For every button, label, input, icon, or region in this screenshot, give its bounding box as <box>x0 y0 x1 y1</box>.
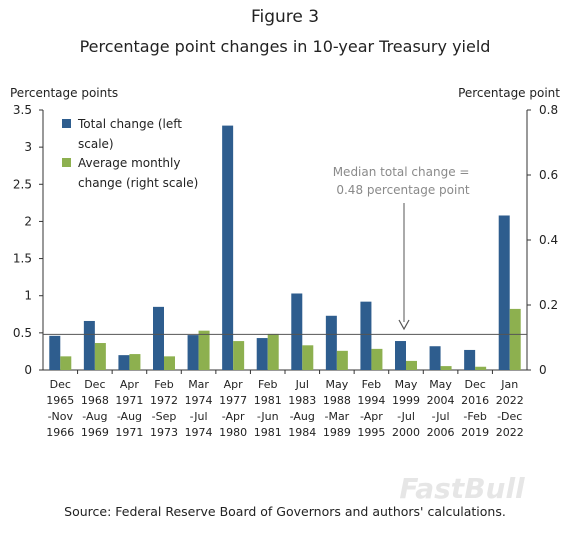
legend-swatch-average-monthly-change <box>62 158 71 167</box>
right-tick-label: 0.8 <box>539 103 558 117</box>
category-label: Apr 1977 -Apr 1980 <box>219 378 247 439</box>
figure-label: Figure 3 <box>251 7 319 27</box>
bar-average-monthly-change <box>406 360 417 370</box>
left-tick-label: 2 <box>24 214 32 228</box>
annotation: Median total change = 0.48 percentage po… <box>333 165 474 331</box>
median-annotation: Median total change = 0.48 percentage po… <box>333 165 474 197</box>
source-note: Source: Federal Reserve Board of Governo… <box>64 504 506 519</box>
bar-average-monthly-change <box>302 345 314 370</box>
category-label: Feb 1981 -Jun 1981 <box>254 378 282 439</box>
bar-total-change <box>222 125 234 370</box>
bar-total-change <box>325 315 337 370</box>
bar-total-change <box>187 335 199 370</box>
category-label: May 1988 -Mar 1989 <box>323 378 351 439</box>
bar-total-change <box>83 320 95 370</box>
bar-average-monthly-change <box>129 354 141 370</box>
legend: Total change (left scale) Average monthl… <box>62 117 198 190</box>
bar-average-monthly-change <box>267 333 279 370</box>
bar-average-monthly-change <box>60 356 72 370</box>
bar-average-monthly-change <box>475 366 487 370</box>
bar-total-change <box>118 355 130 370</box>
right-tick-label: 0 <box>539 363 547 377</box>
bar-average-monthly-change <box>371 348 383 370</box>
category-label: Dec 1965 -Nov 1966 <box>46 378 74 439</box>
bar-total-change <box>498 215 510 370</box>
category-label: Jul 1983 -Aug 1984 <box>288 378 316 439</box>
bars-layer <box>49 125 521 370</box>
left-axis-label: Percentage points <box>10 86 118 100</box>
right-axis-label: Percentage point <box>458 86 560 100</box>
bar-average-monthly-change <box>509 308 521 370</box>
category-label: May 2004 -Jul 2006 <box>427 378 455 439</box>
bar-total-change <box>395 341 406 370</box>
legend-label-average-monthly-change: Average monthly change (right scale) <box>78 156 198 190</box>
chart-title: Percentage point changes in 10-year Trea… <box>80 37 491 56</box>
left-tick-label: 1.5 <box>13 252 32 266</box>
category-label: Feb 1972 -Sep 1973 <box>150 378 178 439</box>
legend-label-total-change: Total change (left scale) <box>77 117 186 151</box>
bar-total-change <box>256 338 268 370</box>
right-tick-label: 0.2 <box>539 298 558 312</box>
legend-swatch-total-change <box>62 119 71 128</box>
left-tick-label: 3 <box>24 140 32 154</box>
bar-total-change <box>464 349 476 370</box>
category-label: Dec 2016 -Feb 2019 <box>461 378 489 439</box>
category-label: Mar 1974 -Jul 1974 <box>185 378 213 439</box>
left-tick-label: 3.5 <box>13 103 32 117</box>
right-tick-label: 0.4 <box>539 233 558 247</box>
bar-average-monthly-change <box>440 366 452 370</box>
bar-average-monthly-change <box>94 343 106 370</box>
bar-average-monthly-change <box>336 350 348 370</box>
category-label: Apr 1971 -Aug 1971 <box>115 378 143 439</box>
left-tick-label: 0.5 <box>13 326 32 340</box>
annotation-arrow-head <box>398 319 410 331</box>
category-label: Dec 1968 -Aug 1969 <box>81 378 109 439</box>
left-tick-label: 0 <box>24 363 32 377</box>
left-tick-label: 2.5 <box>13 177 32 191</box>
category-label: Jan 2022 -Dec 2022 <box>496 378 524 439</box>
category-label: Feb 1994 -Apr 1995 <box>357 378 385 439</box>
bar-total-change <box>291 293 303 370</box>
left-tick-label: 1 <box>24 289 32 303</box>
bar-average-monthly-change <box>164 356 175 370</box>
bar-total-change <box>429 346 441 370</box>
bar-total-change <box>360 301 372 370</box>
bar-total-change <box>153 306 164 370</box>
bar-average-monthly-change <box>233 341 245 370</box>
bar-total-change <box>49 335 61 370</box>
watermark: FastBull <box>399 472 525 505</box>
category-label: May 1999 -Jul 2000 <box>392 378 420 439</box>
bar-average-monthly-change <box>198 330 210 370</box>
right-tick-label: 0.6 <box>539 168 558 182</box>
